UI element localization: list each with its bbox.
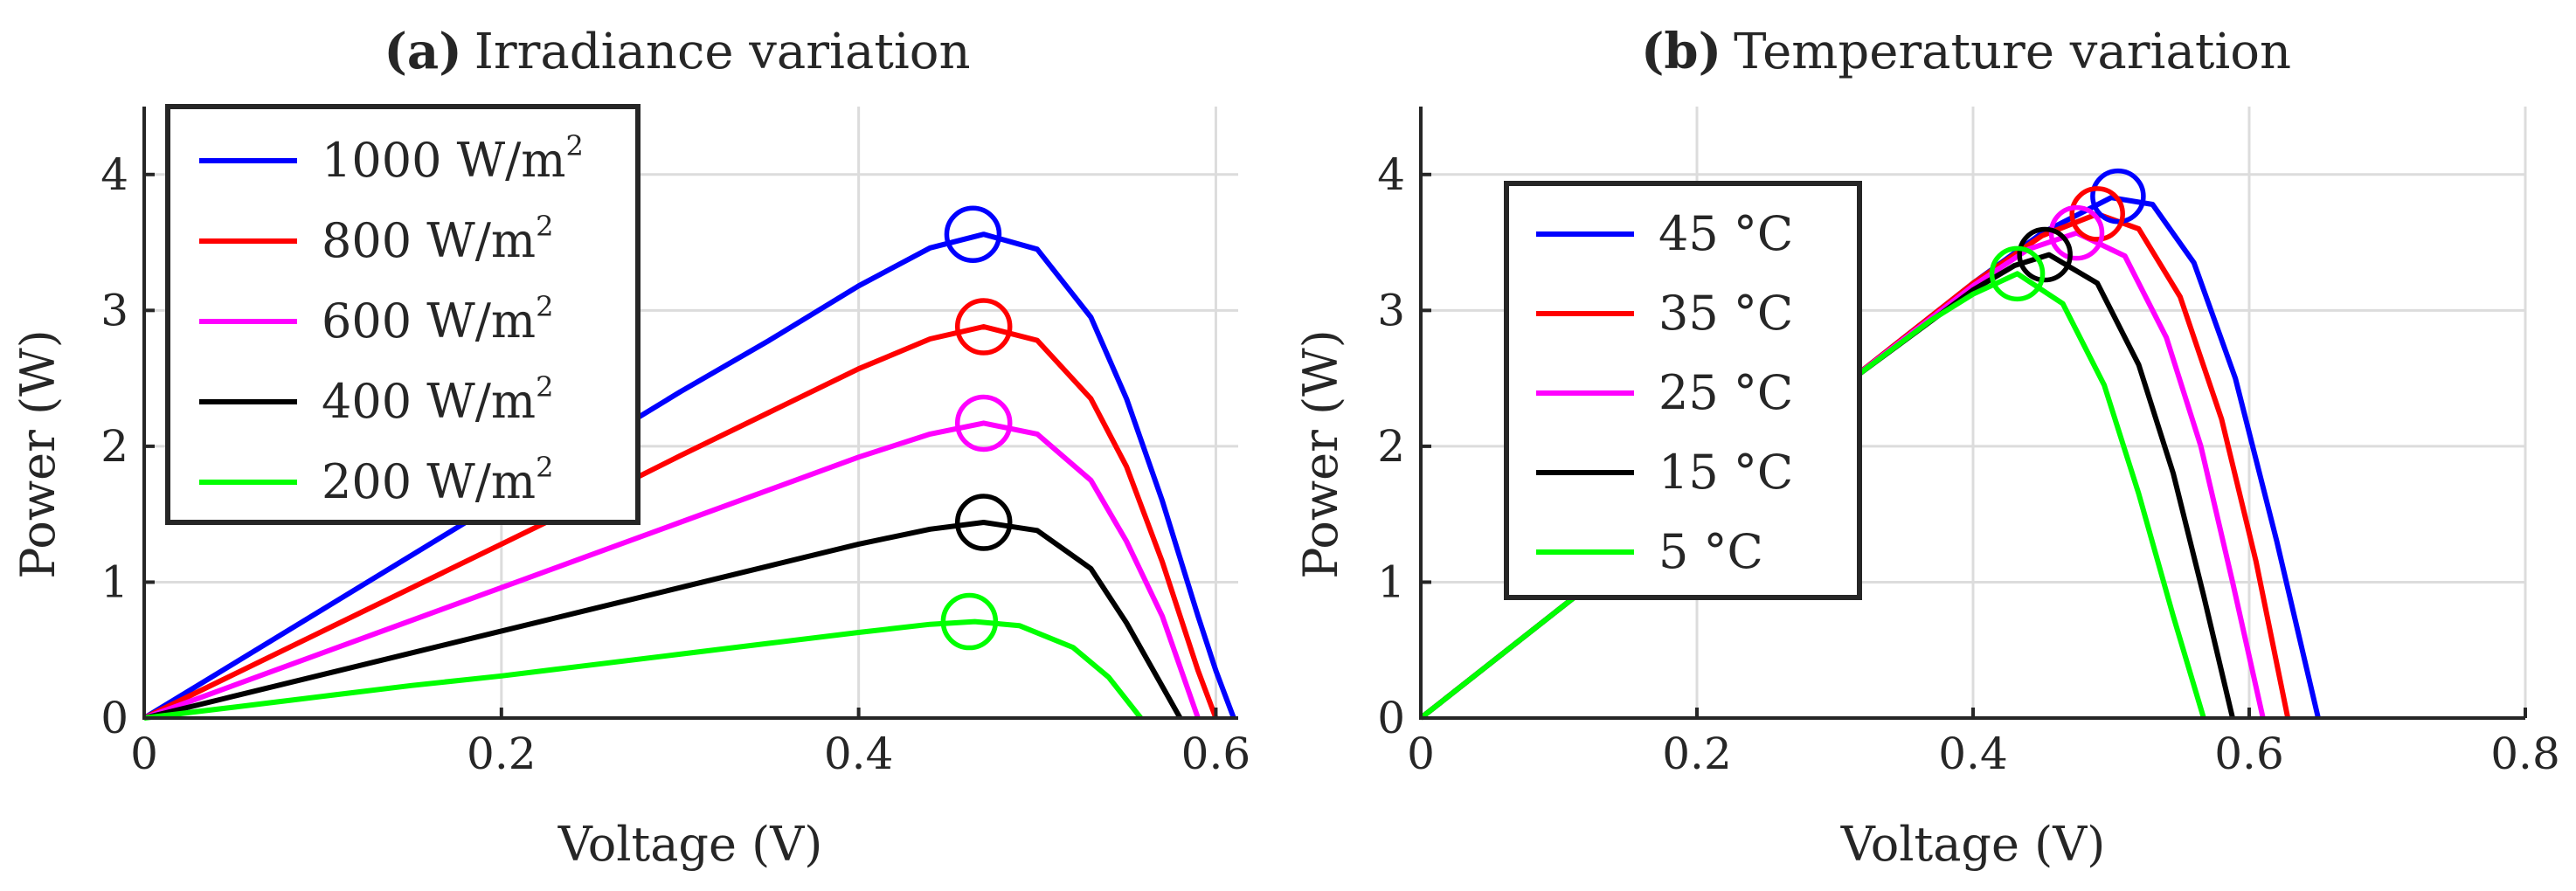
chart-b-legend-label-3: 15 °C — [1658, 445, 1793, 500]
chart-b-title-text: Temperature variation — [1734, 24, 2291, 80]
chart-b-xtick-label-2: 0.4 — [1938, 729, 2008, 779]
chart-b-xtick-label-4: 0.8 — [2490, 729, 2560, 779]
chart-b-ytick-label-4: 4 — [1377, 149, 1405, 200]
chart-b-ytick-label-2: 2 — [1377, 421, 1405, 472]
chart-a-ytick-label-2: 2 — [100, 421, 128, 472]
chart-b-legend-label-1: 35 °C — [1658, 286, 1793, 341]
chart-b-ylabel: Power (W) — [1293, 329, 1348, 578]
chart-a-series-3-line — [143, 520, 1183, 721]
chart-a-ytick-label-0: 0 — [100, 693, 128, 743]
chart-a-series-2-line — [142, 420, 1201, 721]
chart-a-legend-label-2: 600 W/m2 — [322, 290, 554, 349]
chart-b-legend: 45 °C 35 °C 25 °C 15 °C 5 °C — [1504, 181, 1862, 600]
chart-a-ylabel: Power (W) — [10, 329, 66, 578]
chart-a-title: (a) Irradiance variation — [384, 23, 970, 80]
chart-a-legend-label-4-sup: 2 — [536, 451, 553, 484]
chart-a-legend-label-4: 200 W/m2 — [322, 451, 554, 509]
chart-b-xtick-label-0: 0 — [1407, 729, 1435, 779]
chart-a-title-text: Irradiance variation — [474, 24, 971, 80]
chart-b-ytick-label-1: 1 — [1377, 556, 1405, 607]
chart-b-title: (b) Temperature variation — [1641, 23, 2291, 80]
chart-a-xtick-label-3: 0.6 — [1181, 729, 1251, 779]
chart-a-xtick-label-0: 0 — [130, 729, 158, 779]
chart-a-ytick-label-4: 4 — [100, 149, 128, 200]
chart-b-title-label: (b) — [1641, 23, 1721, 80]
chart-b-ytick-label-0: 0 — [1377, 693, 1405, 743]
chart-b-xlabel: Voltage (V) — [1840, 817, 2106, 872]
chart-b-xtick-label-1: 0.2 — [1662, 729, 1732, 779]
chart-b-xtick-label-3: 0.6 — [2214, 729, 2284, 779]
chart-a-series-1-line — [142, 324, 1219, 721]
chart-b-series-4-mpp-marker — [1989, 245, 2046, 302]
chart-b-series-2-mpp-marker — [2048, 204, 2105, 261]
chart-a-legend-label-1-sup: 2 — [536, 210, 553, 243]
chart-a-legend-label-3: 400 W/m2 — [322, 370, 554, 429]
chart-a-legend-label-1: 800 W/m2 — [322, 210, 554, 268]
chart-a-legend-label-3-sup: 2 — [536, 370, 553, 404]
chart-a-ytick-label-1: 1 — [100, 556, 128, 607]
chart-a-series-4-line — [143, 618, 1143, 721]
chart-a-series-0-mpp-marker — [944, 205, 1002, 263]
chart-a-legend-label-0: 1000 W/m2 — [322, 129, 584, 188]
panel-temperature: (b) Temperature variation 0 0.2 0.4 0.6 0.8 0 1… — [1293, 23, 2560, 872]
chart-a-xtick-label-2: 0.4 — [824, 729, 894, 779]
chart-a-series-3-mpp-marker — [954, 494, 1013, 551]
chart-a-series-2-mpp-marker — [954, 394, 1013, 452]
chart-a-xtick-label-1: 0.2 — [467, 729, 537, 779]
chart-a-legend-label-2-sup: 2 — [536, 290, 553, 323]
chart-b-legend-label-2: 25 °C — [1658, 365, 1793, 420]
chart-a-legend-box — [165, 104, 641, 525]
chart-b-legend-label-0: 45 °C — [1658, 206, 1793, 261]
chart-a-series-0-line — [142, 231, 1236, 721]
chart-a-xlabel: Voltage (V) — [557, 817, 823, 872]
chart-a-ytick-label-3: 3 — [100, 285, 128, 335]
chart-a-legend: 1000 W/m2 800 W/m2 600 W/m2 400 W/m2 200 W/m… — [165, 104, 641, 525]
chart-a-series-1-mpp-marker — [954, 298, 1013, 356]
panel-irradiance: (a) Irradiance variation 0 0.2 0.4 0.601234 … — [10, 23, 1250, 872]
chart-a-series-4-mpp-marker — [940, 592, 999, 651]
chart-b-legend-label-4: 5 °C — [1658, 524, 1763, 579]
chart-b-series-3-mpp-marker — [2017, 226, 2073, 283]
chart-b-series-0-mpp-marker — [2090, 168, 2146, 224]
chart-a-title-label: (a) — [384, 23, 461, 80]
chart-a-legend-label-0-sup: 2 — [566, 129, 584, 162]
chart-b-series-1-mpp-marker — [2069, 186, 2125, 242]
chart-b-ytick-label-3: 3 — [1377, 285, 1405, 335]
